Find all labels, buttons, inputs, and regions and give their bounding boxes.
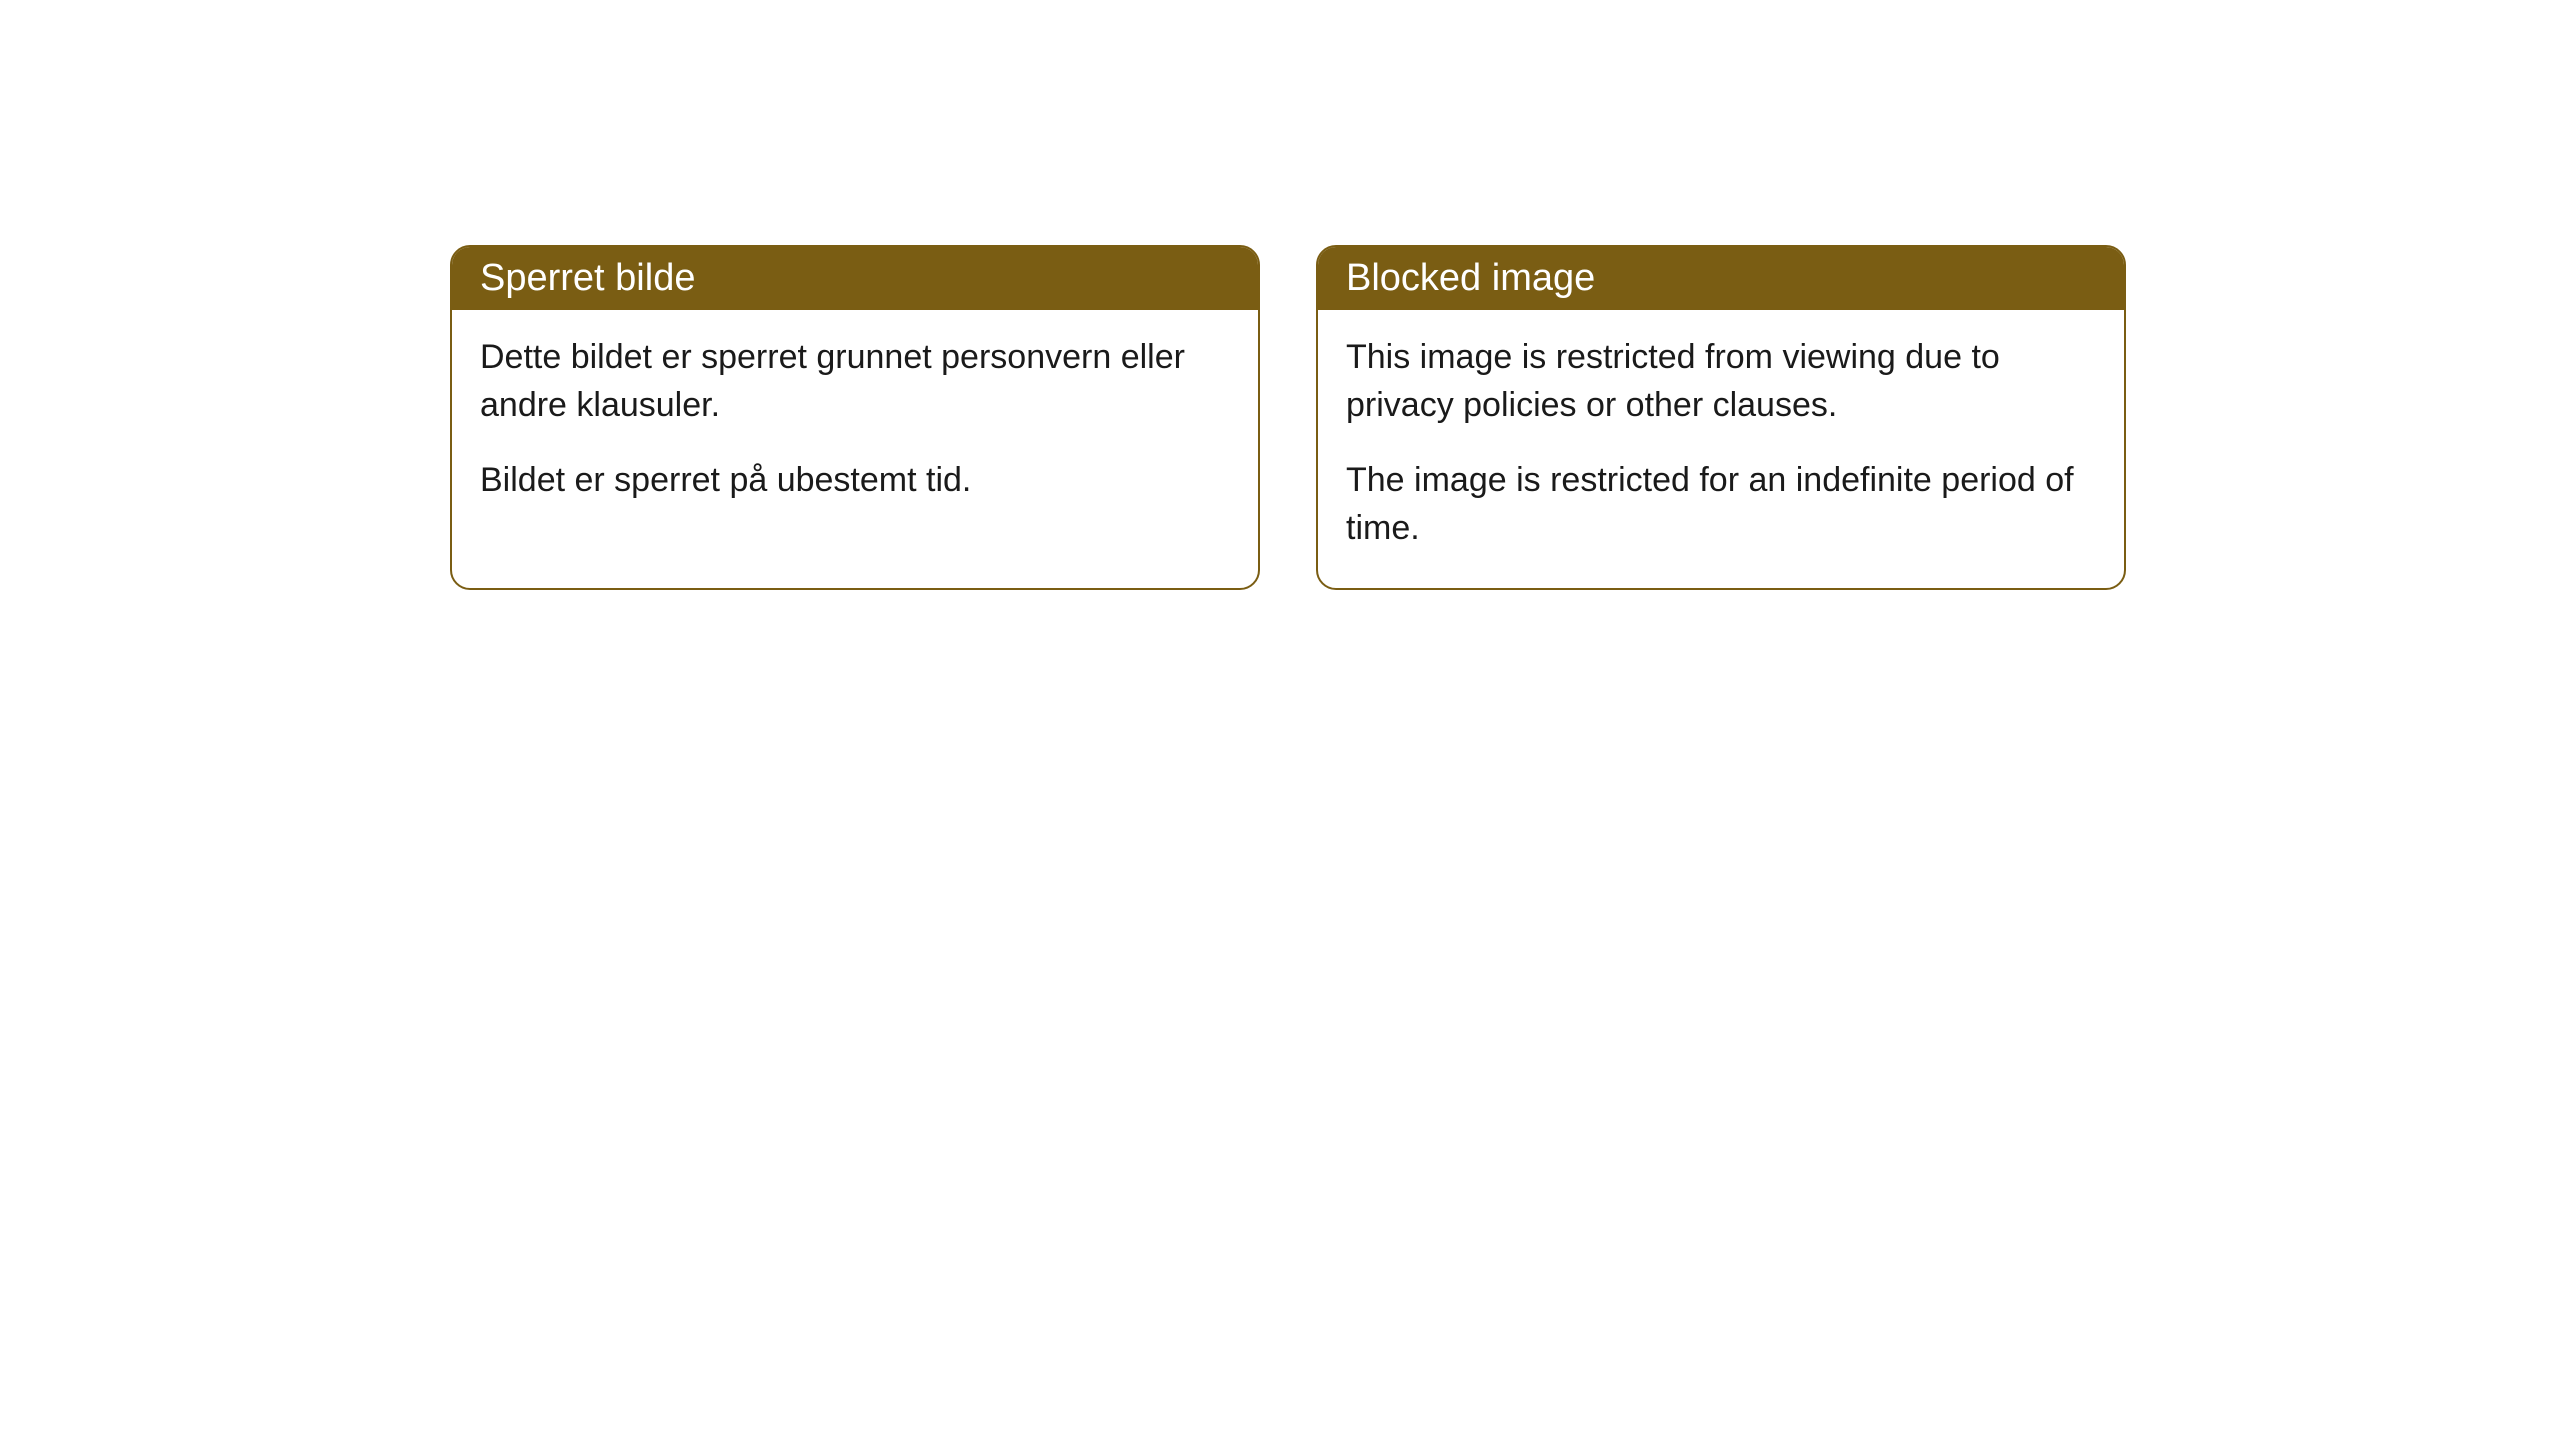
card-title: Blocked image — [1346, 257, 1595, 299]
card-body: This image is restricted from viewing du… — [1318, 310, 2124, 588]
card-title: Sperret bilde — [480, 257, 695, 299]
card-header: Blocked image — [1318, 247, 2124, 310]
card-paragraph: Bildet er sperret på ubestemt tid. — [480, 457, 1230, 505]
notice-card-norwegian: Sperret bilde Dette bildet er sperret gr… — [450, 245, 1260, 590]
card-header: Sperret bilde — [452, 247, 1258, 310]
card-paragraph: The image is restricted for an indefinit… — [1346, 457, 2096, 552]
card-paragraph: This image is restricted from viewing du… — [1346, 334, 2096, 429]
notice-cards-container: Sperret bilde Dette bildet er sperret gr… — [450, 245, 2126, 590]
notice-card-english: Blocked image This image is restricted f… — [1316, 245, 2126, 590]
card-paragraph: Dette bildet er sperret grunnet personve… — [480, 334, 1230, 429]
card-body: Dette bildet er sperret grunnet personve… — [452, 310, 1258, 541]
